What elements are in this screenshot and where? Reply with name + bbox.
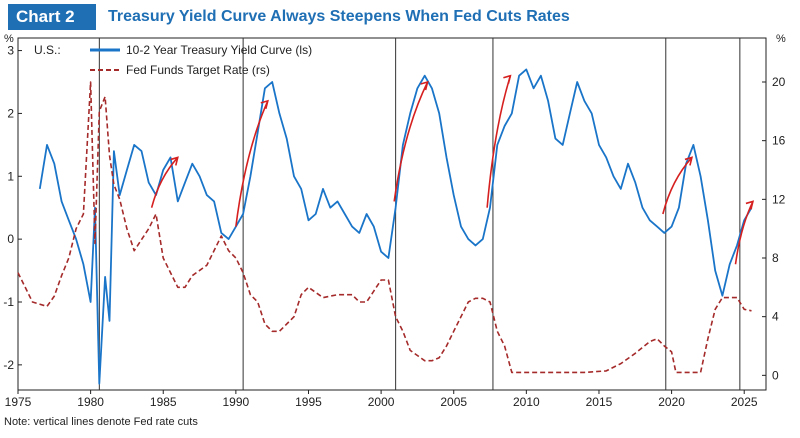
chart-title: Treasury Yield Curve Always Steepens Whe… — [108, 8, 570, 25]
right-axis-unit: % — [776, 33, 786, 45]
annotation-arrow — [150, 156, 179, 208]
x-tick-label: 1985 — [150, 395, 177, 409]
annotation-arrowhead — [260, 99, 269, 110]
left-y-tick-label: 2 — [7, 106, 14, 120]
region-label: U.S.: — [34, 43, 61, 57]
annotation-arrow — [734, 201, 754, 265]
series-line-yield-curve — [38, 68, 753, 385]
chart-footnote: Note: vertical lines denote Fed rate cut… — [4, 416, 198, 428]
x-tick-label: 1975 — [5, 395, 32, 409]
annotation-arrow — [393, 81, 429, 202]
annotation-arrow — [662, 156, 693, 215]
x-tick-label: 1990 — [223, 395, 250, 409]
hand-drawn-annotations — [150, 74, 755, 265]
chart-axes: 1975 1980 1985 1990 1995 2000 2005 2010 2015 2020… — [3, 37, 786, 409]
left-y-tick-label: 0 — [7, 232, 14, 246]
annotation-arrow — [486, 75, 512, 208]
chart-header: Chart 2 Treasury Yield Curve Always Stee… — [0, 0, 800, 34]
annotation-arrowhead — [420, 80, 429, 91]
yield-curve-chart: 1975 1980 1985 1990 1995 2000 2005 2010 2015 2020… — [3, 33, 786, 409]
legend-label-fed-funds: Fed Funds Target Rate (rs) — [126, 63, 270, 77]
series-lines — [17, 68, 753, 385]
x-tick-label: 1980 — [77, 395, 104, 409]
left-y-tick-label: 1 — [7, 169, 14, 183]
plot-frame — [17, 37, 767, 391]
legend-label-spread: 10-2 Year Treasury Yield Curve (ls) — [126, 43, 312, 57]
right-y-tick-label: 20 — [772, 75, 786, 89]
x-tick-label: 2000 — [368, 395, 395, 409]
x-tick-label: 1995 — [295, 395, 322, 409]
chart-number-badge: Chart 2 — [8, 4, 96, 30]
x-tick-label: 2010 — [513, 395, 540, 409]
x-tick-label: 2015 — [586, 395, 613, 409]
right-y-tick-label: 12 — [772, 192, 786, 206]
annotation-arrow — [235, 100, 269, 227]
annotation-arrowhead — [170, 156, 179, 166]
left-y-tick-label: -2 — [3, 358, 14, 372]
left-y-tick-label: 3 — [7, 44, 14, 58]
left-axis-unit: % — [4, 33, 14, 45]
right-y-tick-label: 4 — [772, 310, 779, 324]
right-y-tick-label: 16 — [772, 134, 786, 148]
legend: U.S.: 10-2 Year Treasury Yield Curve (ls… — [34, 43, 312, 77]
x-tick-label: 2020 — [658, 395, 685, 409]
right-y-tick-label: 0 — [772, 368, 779, 382]
series-line-fed-funds — [17, 81, 752, 374]
x-tick-label: 2025 — [731, 395, 758, 409]
x-tick-label: 2005 — [440, 395, 467, 409]
annotation-arrowhead — [745, 200, 755, 210]
left-y-tick-label: -1 — [3, 295, 14, 309]
rate-cut-lines — [98, 38, 741, 390]
annotation-arrowhead — [503, 74, 512, 84]
annotation-arrowhead — [684, 156, 694, 166]
right-y-tick-label: 8 — [772, 251, 779, 265]
